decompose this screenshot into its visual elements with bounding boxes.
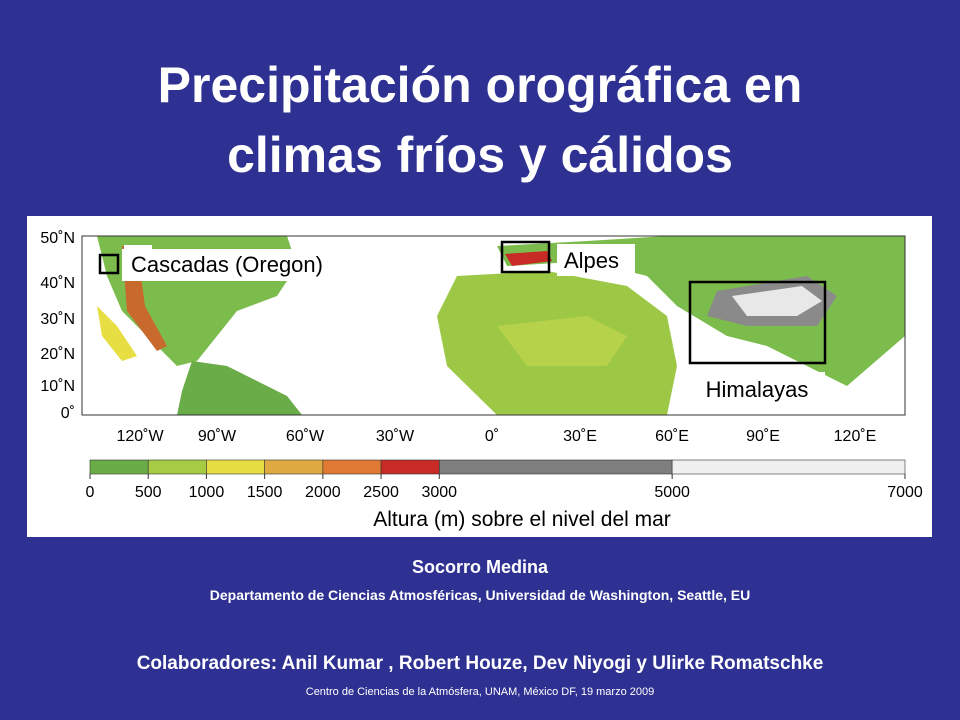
lon-label: 30˚W: [376, 428, 415, 445]
collaborators: Colaboradores: Anil Kumar , Robert Houze…: [136, 653, 824, 674]
lat-label: 40˚N: [40, 275, 75, 292]
region-box: [98, 253, 120, 275]
lat-label: 10˚N: [40, 378, 75, 395]
label-box: [557, 244, 635, 276]
label-box: [122, 249, 367, 281]
colorbar-tick-label: 1500: [247, 484, 283, 501]
title-line: Precipitación orográfica en: [157, 57, 803, 113]
region-label: Himalayas: [706, 377, 809, 402]
lat-label: 50˚N: [40, 230, 75, 247]
colorbar-tick-label: 5000: [654, 484, 690, 501]
lat-label: 30˚N: [40, 311, 75, 328]
lon-label: 120˚W: [116, 428, 164, 445]
lat-label: 0˚: [61, 405, 75, 422]
lon-label: 30˚E: [563, 428, 597, 445]
title-line: climas fríos y cálidos: [227, 127, 733, 183]
colorbar-segment: [380, 459, 440, 475]
colorbar-segment: [147, 459, 207, 475]
map-panel: Cascadas (Oregon) Alpes Himalayas 50˚N 40…: [27, 216, 932, 537]
caption-box: [325, 500, 720, 537]
colorbar-tick-label: 2500: [363, 484, 399, 501]
region-box: [688, 280, 827, 365]
region-label: Cascadas (Oregon): [131, 252, 323, 277]
lon-label: 60˚E: [655, 428, 689, 445]
colorbar-segment: [89, 459, 149, 475]
footer: Centro de Ciencias de la Atmósfera, UNAM…: [305, 686, 655, 698]
colorbar-tick-label: 2000: [305, 484, 341, 501]
author: Socorro Medina: [411, 557, 549, 577]
lon-labels: 120˚W 90˚W 60˚W 30˚W 0˚ 30˚E 60˚E 90˚E 120˚E: [116, 428, 876, 445]
colorbar-tick-label: 7000: [887, 484, 923, 501]
colorbar-tick-label: 500: [135, 484, 162, 501]
colorbar-segment: [671, 459, 906, 475]
colorbar-caption: Altura (m) sobre el nivel del mar: [373, 508, 671, 531]
lon-label: 120˚E: [834, 428, 877, 445]
region-box: [500, 240, 551, 274]
region-label: Alpes: [564, 248, 619, 273]
colorbar-tick-label: 1000: [189, 484, 225, 501]
affiliation: Departamento de Ciencias Atmosféricas, U…: [209, 587, 751, 603]
colorbar: 0 500 1000 1500 2000 2500 3000 5000 7000: [86, 459, 923, 501]
label-box: [690, 372, 825, 406]
colorbar-segment: [206, 459, 265, 475]
lat-label: 20˚N: [40, 346, 75, 363]
colorbar-tick-label: 3000: [421, 484, 457, 501]
lon-label: 0˚: [485, 428, 499, 445]
colorbar-segment: [264, 459, 324, 475]
colorbar-segment: [438, 459, 673, 475]
colorbar-segment: [322, 459, 382, 475]
lon-label: 60˚W: [286, 428, 325, 445]
lat-labels: 50˚N 40˚N 30˚N 20˚N 10˚N 0˚: [40, 230, 75, 422]
map-frame: [81, 235, 906, 416]
lon-label: 90˚W: [198, 428, 237, 445]
lon-label: 90˚E: [746, 428, 780, 445]
colorbar-tick-label: 0: [86, 484, 95, 501]
